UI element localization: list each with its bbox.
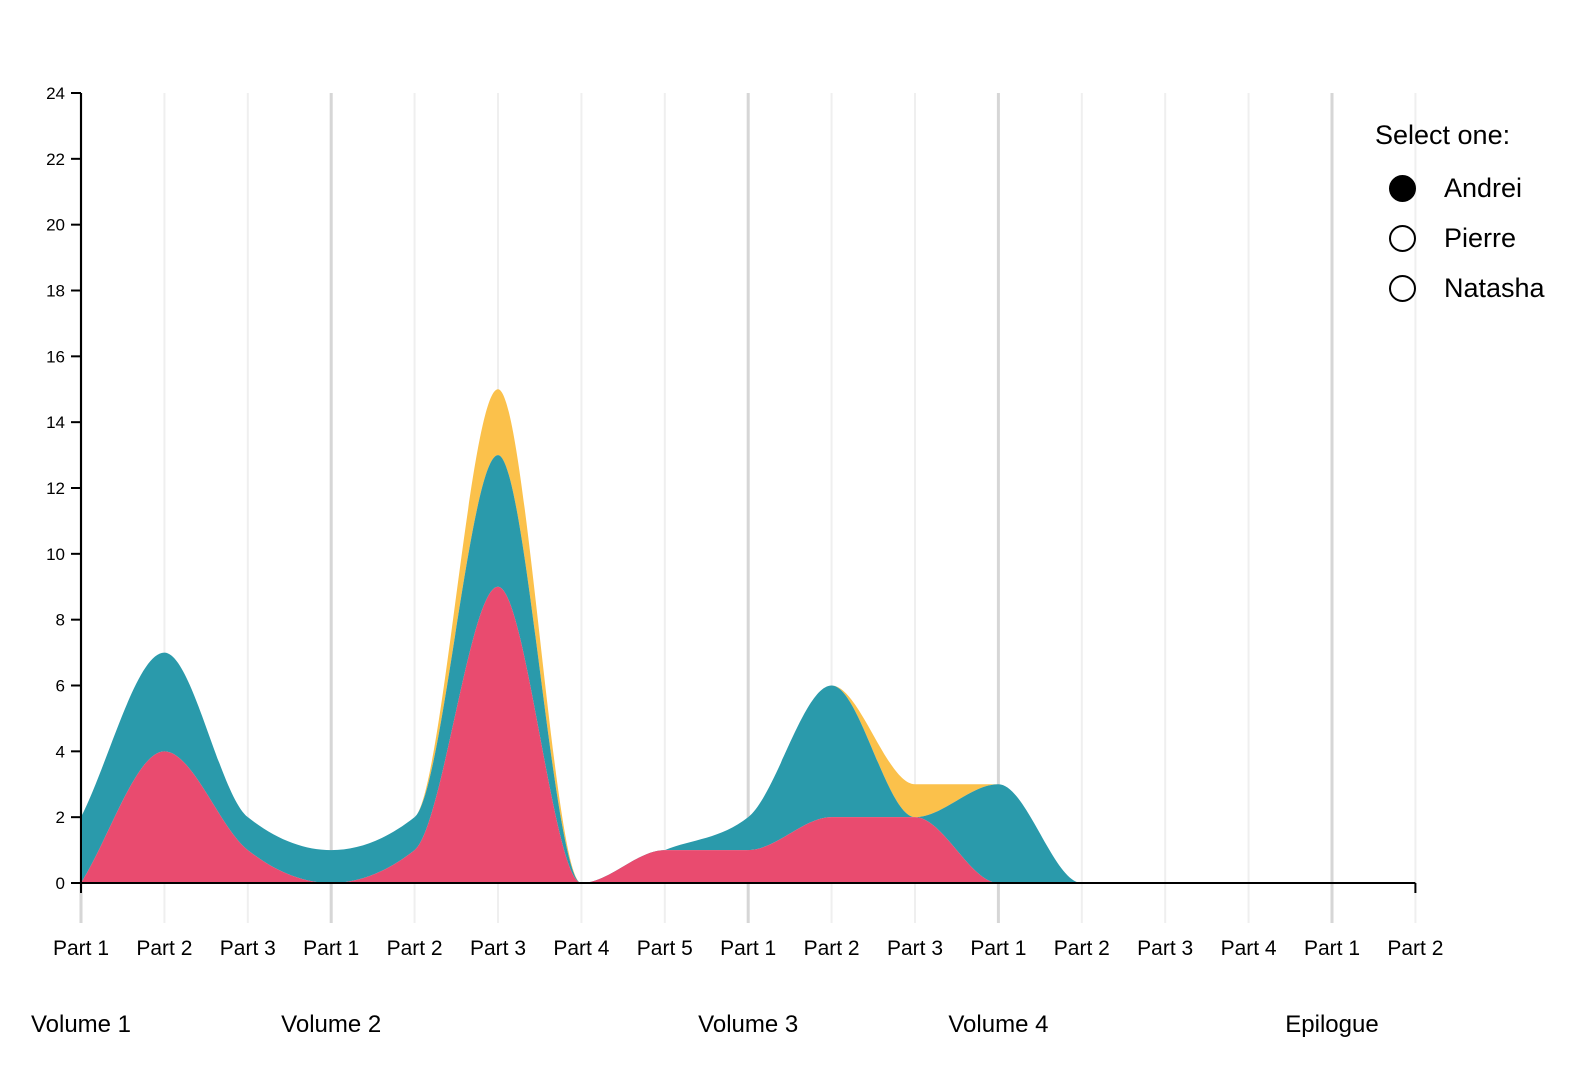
radio-pierre[interactable] xyxy=(1389,224,1416,252)
volume-label: Volume 1 xyxy=(31,1011,131,1038)
area-series xyxy=(81,389,1416,883)
y-tick-label: 18 xyxy=(46,282,65,301)
option-label-andrei: Andrei xyxy=(1444,172,1523,203)
y-tick-label: 8 xyxy=(56,611,65,630)
x-tick-label: Part 4 xyxy=(1221,937,1277,960)
y-tick-label: 22 xyxy=(46,150,65,169)
volume-label: Volume 3 xyxy=(698,1011,798,1038)
x-tick-label: Part 2 xyxy=(1054,937,1110,960)
y-tick-label: 16 xyxy=(46,347,65,366)
x-tick-label: Part 3 xyxy=(470,937,526,960)
x-tick-label: Part 3 xyxy=(220,937,276,960)
x-tick-label: Part 5 xyxy=(637,937,693,960)
x-tick-label: Part 2 xyxy=(1387,937,1443,960)
x-tick-label: Part 2 xyxy=(387,937,443,960)
x-tick-label: Part 1 xyxy=(1304,937,1360,960)
y-tick-label: 2 xyxy=(56,808,65,827)
y-tick-label: 14 xyxy=(46,413,65,432)
x-tick-label: Part 4 xyxy=(553,937,609,960)
x-tick-label: Part 1 xyxy=(303,937,359,960)
axes xyxy=(71,92,1417,893)
y-tick-label: 20 xyxy=(46,216,65,235)
y-tick-label: 10 xyxy=(46,545,65,564)
y-tick-label: 6 xyxy=(56,677,65,696)
option-label-pierre: Pierre xyxy=(1444,222,1517,253)
y-tick-label: 24 xyxy=(46,84,65,103)
y-tick-label: 12 xyxy=(46,479,65,498)
radio-andrei[interactable] xyxy=(1389,174,1416,202)
character-selector: Select one: Andrei Pierre Natasha xyxy=(1375,120,1545,313)
volume-label: Volume 2 xyxy=(281,1011,381,1038)
volume-label: Volume 4 xyxy=(948,1011,1048,1038)
x-tick-label: Part 3 xyxy=(887,937,943,960)
selector-title: Select one: xyxy=(1375,120,1511,150)
x-tick-label: Part 1 xyxy=(720,937,776,960)
series-area-0 xyxy=(81,586,1416,883)
x-tick-label: Part 1 xyxy=(53,937,109,960)
x-tick-label: Part 3 xyxy=(1137,937,1193,960)
option-andrei[interactable]: Andrei xyxy=(1375,163,1545,213)
y-tick-label: 4 xyxy=(56,742,65,761)
x-tick-label: Part 1 xyxy=(970,937,1026,960)
option-pierre[interactable]: Pierre xyxy=(1375,213,1545,263)
y-tick-label: 0 xyxy=(56,874,65,893)
option-natasha[interactable]: Natasha xyxy=(1375,263,1545,313)
grid-lines xyxy=(79,93,1417,923)
radio-natasha[interactable] xyxy=(1389,274,1416,302)
x-tick-label: Part 2 xyxy=(136,937,192,960)
x-tick-label: Part 2 xyxy=(804,937,860,960)
option-label-natasha: Natasha xyxy=(1444,272,1545,303)
volume-label: Epilogue xyxy=(1285,1011,1378,1038)
